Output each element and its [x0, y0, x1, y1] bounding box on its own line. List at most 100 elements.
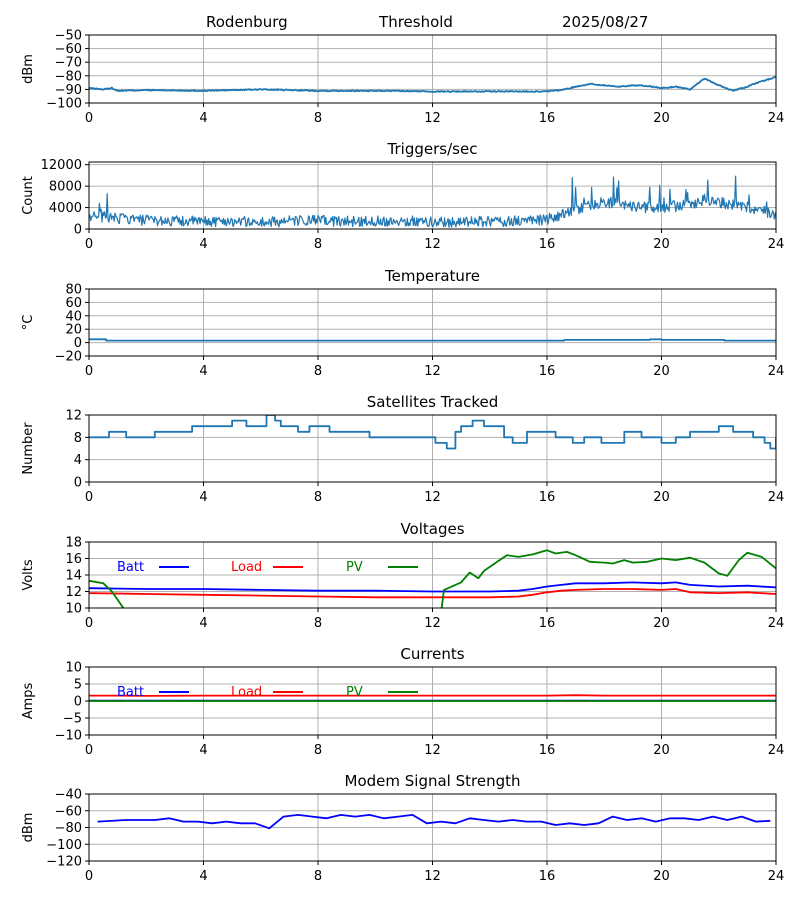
legend-label-load: Load: [231, 685, 262, 700]
x-tick-label: 4: [199, 111, 207, 126]
series-line: [89, 415, 776, 450]
x-tick-label: 4: [199, 364, 207, 379]
x-tick-label: 8: [314, 616, 322, 631]
x-tick-label: 16: [539, 111, 556, 126]
y-tick-label: −60: [55, 42, 82, 57]
chart-title: Temperature: [384, 267, 480, 285]
y-axis-label: Amps: [21, 682, 36, 719]
subplot-7: 0 4 8 12 16 20 24 −40−60 −80 −100 −120 Modem Signal…: [21, 772, 784, 884]
chart-title: Satellites Tracked: [367, 393, 498, 411]
series-group: [89, 175, 776, 228]
y-tick-label: 0: [74, 336, 82, 351]
x-tick-label: 4: [199, 869, 207, 884]
x-tick-label: 20: [653, 616, 670, 631]
y-tick-label: 60: [65, 296, 82, 311]
x-tick-label: 16: [539, 869, 556, 884]
x-tick-label: 0: [85, 364, 93, 379]
subplot-2: 0 4 8 12 16 20 24 12000 8000 4000 0 Triggers/sec Cou…: [21, 140, 784, 252]
x-tick-label: 20: [653, 869, 670, 884]
x-tick-label: 12: [424, 616, 441, 631]
y-tick-label: −10: [55, 729, 82, 744]
y-tick-label: −20: [55, 350, 82, 365]
y-tick-label: −50: [55, 29, 82, 44]
header-date: 2025/08/27: [562, 13, 648, 31]
y-tick-label: 80: [65, 283, 82, 298]
x-tick-label: 0: [85, 869, 93, 884]
y-tick-label: 40: [65, 309, 82, 324]
y-tick-label: 4000: [49, 201, 82, 216]
x-tick-label: 20: [653, 237, 670, 252]
series-line-load: [89, 694, 776, 697]
y-axis-label: °C: [21, 315, 36, 331]
y-tick-label: 8: [74, 431, 82, 446]
y-tick-label: −40: [55, 788, 82, 803]
x-tick-label: 12: [424, 111, 441, 126]
x-tick-label: 20: [653, 743, 670, 758]
y-tick-label: −80: [55, 69, 82, 84]
series-line-modem: [97, 814, 771, 830]
series-line-pv: [89, 549, 776, 608]
header-threshold: Threshold: [378, 13, 453, 31]
y-tick-label: 0: [74, 476, 82, 491]
y-tick-label: −5: [63, 712, 82, 727]
legend-label-batt: Batt: [117, 560, 144, 575]
x-tick-label: 0: [85, 743, 93, 758]
x-tick-label: 0: [85, 490, 93, 505]
x-tick-label: 8: [314, 111, 322, 126]
x-tick-label: 20: [653, 111, 670, 126]
chart-title: Modem Signal Strength: [345, 772, 521, 790]
y-axis-label: Volts: [21, 559, 36, 591]
legend-label-load: Load: [231, 560, 262, 575]
y-tick-label: −120: [46, 855, 82, 870]
series-group: [89, 549, 776, 608]
subplot-4: 0 4 8 12 16 20 24 12 8 4 0 Satellites Tracked Number: [21, 393, 784, 505]
y-tick-label: −70: [55, 56, 82, 71]
x-tick-label: 8: [314, 490, 322, 505]
legend-label-batt: Batt: [117, 685, 144, 700]
x-tick-label: 24: [768, 869, 785, 884]
chart-title: Voltages: [400, 520, 464, 538]
x-tick-label: 16: [539, 616, 556, 631]
legend-label-pv: PV: [346, 685, 363, 700]
chart-title: Triggers/sec: [387, 140, 478, 158]
y-tick-label: 0: [74, 695, 82, 710]
x-tick-label: 12: [424, 364, 441, 379]
y-tick-label: −60: [55, 804, 82, 819]
x-tick-label: 20: [653, 364, 670, 379]
x-tick-label: 24: [768, 364, 785, 379]
y-tick-label: 14: [65, 569, 82, 584]
y-axis-label: Count: [21, 176, 36, 215]
x-tick-label: 4: [199, 237, 207, 252]
x-tick-label: 20: [653, 490, 670, 505]
y-tick-label: 12: [65, 585, 82, 600]
y-tick-label: −100: [46, 97, 82, 112]
y-tick-label: −90: [55, 83, 82, 98]
y-tick-label: 10: [65, 661, 82, 676]
x-tick-label: 12: [424, 743, 441, 758]
x-tick-label: 8: [314, 364, 322, 379]
x-tick-label: 12: [424, 869, 441, 884]
y-tick-label: 18: [65, 536, 82, 551]
y-tick-label: 20: [65, 323, 82, 338]
series-group: [89, 415, 776, 450]
x-tick-label: 24: [768, 616, 785, 631]
y-tick-label: 0: [74, 223, 82, 238]
series-line: [89, 175, 776, 228]
x-tick-label: 24: [768, 237, 785, 252]
y-tick-label: 4: [74, 453, 82, 468]
x-tick-label: 16: [539, 490, 556, 505]
x-tick-label: 12: [424, 490, 441, 505]
x-tick-label: 16: [539, 364, 556, 379]
y-tick-label: 16: [65, 552, 82, 567]
x-tick-label: 24: [768, 743, 785, 758]
x-tick-label: 0: [85, 237, 93, 252]
x-tick-label: 24: [768, 490, 785, 505]
y-tick-label: 10: [65, 602, 82, 617]
series-line: [89, 76, 776, 93]
y-tick-label: 12: [65, 409, 82, 424]
subplot-6: 0 4 8 12 16 20 24 10 5 0 −5 −10 Currents Amps Batt Load…: [21, 645, 784, 758]
